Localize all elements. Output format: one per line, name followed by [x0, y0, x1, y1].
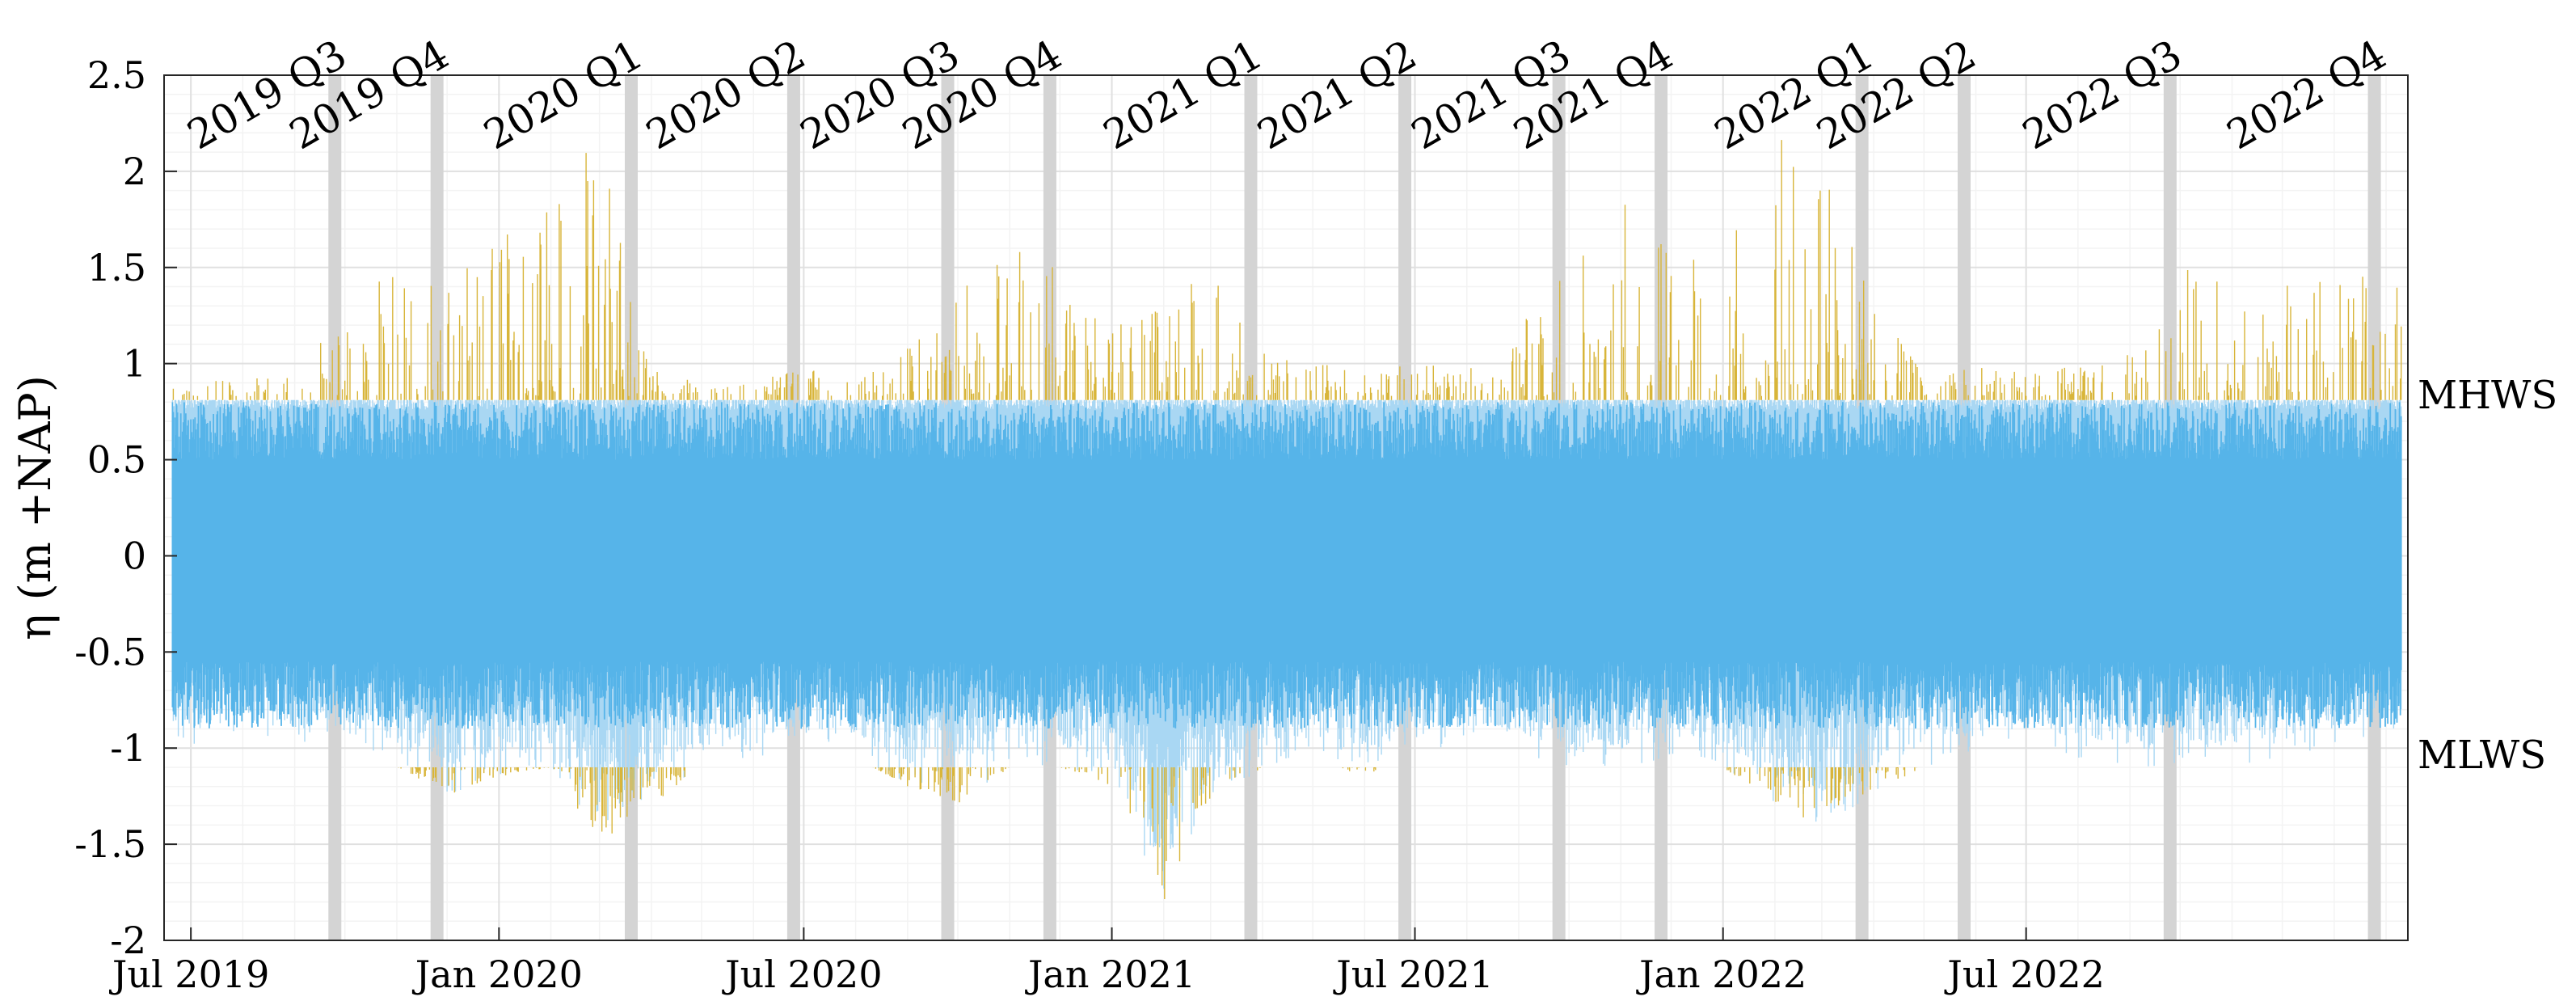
x-tick-label: Jan 2020	[412, 952, 583, 996]
x-tick-label: Jul 2021	[1333, 952, 1493, 996]
y-tick-label: -2	[110, 919, 146, 962]
reference-level-label: MLWS	[2418, 733, 2546, 778]
y-tick-label: 0	[123, 534, 146, 577]
y-tick-label: 0.5	[87, 438, 146, 482]
x-tick-label: Jan 2022	[1636, 952, 1807, 996]
reference-level-label: MHWS	[2418, 373, 2557, 418]
series-core	[171, 402, 2402, 729]
y-tick-label: 2.5	[87, 53, 146, 97]
x-tick-label: Jul 2019	[109, 952, 269, 996]
x-tick-label: Jul 2020	[722, 952, 882, 996]
y-tick-label: -1	[110, 726, 146, 770]
y-tick-label: 2	[123, 150, 146, 193]
x-tick-label: Jan 2021	[1025, 952, 1195, 996]
exceedance-low	[398, 767, 1917, 899]
x-tick-label: Jul 2022	[1944, 952, 2104, 996]
series-layer	[171, 140, 2402, 899]
exceedance-high	[172, 140, 2402, 400]
y-tick-label: 1	[123, 342, 146, 386]
plot-frame	[163, 74, 2409, 941]
y-tick-label: 1.5	[87, 246, 146, 289]
y-tick-label: -1.5	[74, 822, 146, 866]
y-tick-label: -0.5	[74, 630, 146, 674]
axis-layer: -2 -1.5 -1 -0.5 0 0.5 1 1.5 2 2.5 Jul 2019 Jan 2020…	[10, 53, 2409, 996]
y-axis-label: η (m +NAP)	[10, 375, 61, 640]
